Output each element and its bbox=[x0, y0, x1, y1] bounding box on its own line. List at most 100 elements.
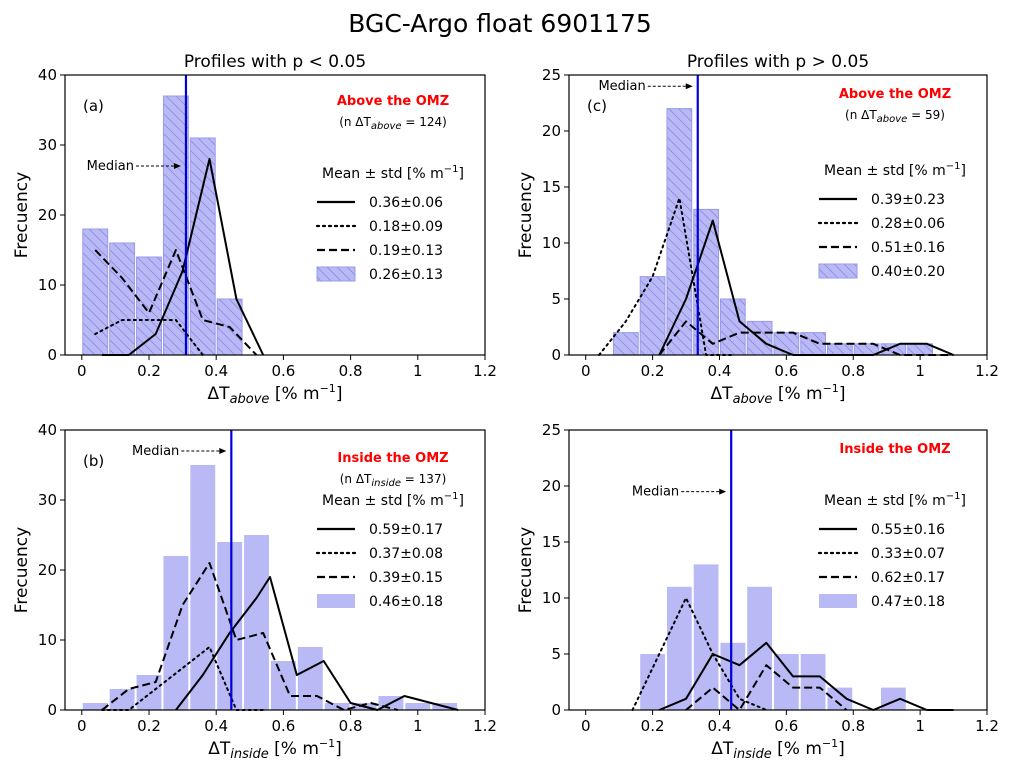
panel-letter: (a) bbox=[83, 97, 104, 115]
sample-count: (n ΔTabove = 124) bbox=[339, 115, 447, 132]
median-label: Median bbox=[598, 79, 645, 94]
series-line-dashed bbox=[685, 664, 848, 711]
x-tick-label: 0.2 bbox=[641, 717, 665, 735]
legend-swatch-hist bbox=[316, 266, 356, 282]
legend-title: Mean ± std [% m−1] bbox=[824, 161, 966, 179]
series-line-dashed bbox=[94, 249, 258, 356]
y-tick-label: 40 bbox=[38, 421, 57, 439]
x-tick-label: 1 bbox=[915, 362, 925, 380]
median-arrowhead bbox=[719, 488, 727, 495]
legend-title: Mean ± std [% m−1] bbox=[322, 164, 464, 182]
x-tick-label: 0.4 bbox=[708, 362, 732, 380]
region-label: Inside the OMZ bbox=[839, 442, 950, 457]
y-tick-label: 15 bbox=[542, 533, 561, 551]
legend-entry: 0.39±0.23 bbox=[871, 192, 945, 208]
x-tick-label: 0 bbox=[581, 362, 591, 380]
legend-entry: 0.28±0.06 bbox=[871, 216, 945, 232]
legend-entry: 0.39±0.15 bbox=[369, 570, 443, 586]
x-tick-label: 1 bbox=[413, 717, 423, 735]
y-axis-label: Frecuency bbox=[12, 172, 32, 258]
legend-entry: 0.62±0.17 bbox=[871, 570, 945, 586]
histogram-bar bbox=[297, 647, 323, 710]
panel-title: Profiles with p > 0.05 bbox=[687, 52, 869, 72]
y-tick-label: 30 bbox=[38, 491, 57, 509]
x-tick-label: 0.2 bbox=[641, 362, 665, 380]
histogram-bar bbox=[190, 465, 216, 710]
x-tick-label: 0.4 bbox=[204, 362, 228, 380]
x-tick-label: 1.2 bbox=[473, 717, 497, 735]
legend-title: Mean ± std [% m−1] bbox=[322, 491, 464, 509]
x-tick-label: 0 bbox=[77, 717, 87, 735]
region-label: Above the OMZ bbox=[839, 87, 951, 102]
legend-entry: 0.26±0.13 bbox=[369, 267, 443, 283]
x-axis-label: ΔTinside [% m−1] bbox=[711, 737, 845, 762]
legend-entry: 0.55±0.16 bbox=[871, 522, 945, 538]
y-axis-label: Frecuency bbox=[12, 527, 32, 613]
legend-entry: 0.37±0.08 bbox=[369, 546, 443, 562]
histogram-bar bbox=[719, 298, 746, 356]
legend-entry: 0.18±0.09 bbox=[369, 219, 443, 235]
y-tick-label: 0 bbox=[551, 346, 561, 364]
x-axis-label: ΔTinside [% m−1] bbox=[208, 737, 342, 762]
legend-swatch-hist bbox=[818, 263, 858, 279]
y-tick-label: 20 bbox=[542, 477, 561, 495]
panel-4: Median 0 0.2 0.4 0.6 0.8 1 1.2 0 5 10 15 20 25 Frecuen… bbox=[516, 421, 999, 762]
legend-entry: 0.40±0.20 bbox=[871, 264, 945, 280]
series-line-solid bbox=[658, 641, 954, 711]
x-axis-label: ΔTabove [% m−1] bbox=[711, 382, 846, 407]
y-tick-label: 15 bbox=[542, 178, 561, 196]
histogram-bar bbox=[693, 564, 719, 710]
x-tick-label: 0.8 bbox=[841, 362, 865, 380]
median-arrowhead bbox=[685, 83, 693, 90]
median-label: Median bbox=[87, 159, 134, 174]
histogram-bar bbox=[109, 689, 135, 710]
x-tick-label: 0.6 bbox=[774, 717, 798, 735]
legend-entry: 0.36±0.06 bbox=[369, 195, 443, 211]
panel-letter: (c) bbox=[587, 97, 607, 115]
sample-count: (n ΔTinside = 137) bbox=[340, 472, 447, 489]
panel-1: Median 0 0.2 0.4 0.6 0.8 1 1.2 0 10 20 30 40 Profiles… bbox=[12, 52, 497, 407]
x-tick-label: 0.8 bbox=[339, 717, 363, 735]
y-tick-label: 5 bbox=[551, 645, 561, 663]
legend-swatch-hist bbox=[819, 594, 857, 608]
histogram-bar bbox=[826, 343, 853, 356]
histogram-bar bbox=[82, 703, 108, 710]
histogram-bar bbox=[827, 687, 853, 710]
median-arrowhead bbox=[173, 163, 181, 169]
histogram-bar bbox=[217, 542, 243, 710]
x-tick-label: 0.6 bbox=[271, 362, 295, 380]
y-axis-label: Frecuency bbox=[516, 172, 536, 258]
y-tick-label: 20 bbox=[38, 206, 57, 224]
y-tick-label: 25 bbox=[542, 421, 561, 439]
legend-swatch-hist bbox=[317, 594, 355, 608]
x-tick-label: 0.6 bbox=[774, 362, 798, 380]
legend-entry: 0.47±0.18 bbox=[871, 594, 945, 610]
y-axis-label: Frecuency bbox=[516, 527, 536, 613]
median-label: Median bbox=[632, 485, 679, 500]
histogram-bar bbox=[800, 654, 826, 710]
x-tick-label: 0.4 bbox=[708, 717, 732, 735]
histogram-bar bbox=[136, 675, 162, 710]
figure-title: BGC-Argo float 6901175 bbox=[348, 9, 652, 38]
panel-3: Median 0 0.2 0.4 0.6 0.8 1 1.2 0 10 20 30 40 Frecuenc… bbox=[12, 421, 497, 762]
y-tick-label: 20 bbox=[542, 122, 561, 140]
y-tick-label: 10 bbox=[542, 589, 561, 607]
x-tick-label: 0.8 bbox=[841, 717, 865, 735]
series-line-solid bbox=[175, 576, 459, 711]
histogram-bar bbox=[612, 332, 639, 356]
histogram-bar bbox=[640, 654, 665, 710]
axes-frame bbox=[568, 429, 988, 711]
x-axis-label: ΔTabove [% m−1] bbox=[208, 382, 343, 407]
y-tick-label: 40 bbox=[38, 66, 57, 84]
x-tick-label: 1.2 bbox=[975, 717, 999, 735]
panel-title: Profiles with p < 0.05 bbox=[184, 52, 366, 72]
legend-entry: 0.33±0.07 bbox=[871, 546, 945, 562]
x-tick-label: 0.6 bbox=[271, 717, 295, 735]
axes-frame bbox=[568, 74, 988, 356]
histogram-bar bbox=[270, 661, 296, 710]
panel-2: Median 0 0.2 0.4 0.6 0.8 1 1.2 0 5 10 15 20 25 Profile… bbox=[516, 52, 999, 407]
legend-entry: 0.59±0.17 bbox=[369, 522, 443, 538]
histogram-bar bbox=[163, 556, 189, 710]
x-tick-label: 0 bbox=[581, 717, 591, 735]
histogram-bar bbox=[800, 332, 826, 356]
